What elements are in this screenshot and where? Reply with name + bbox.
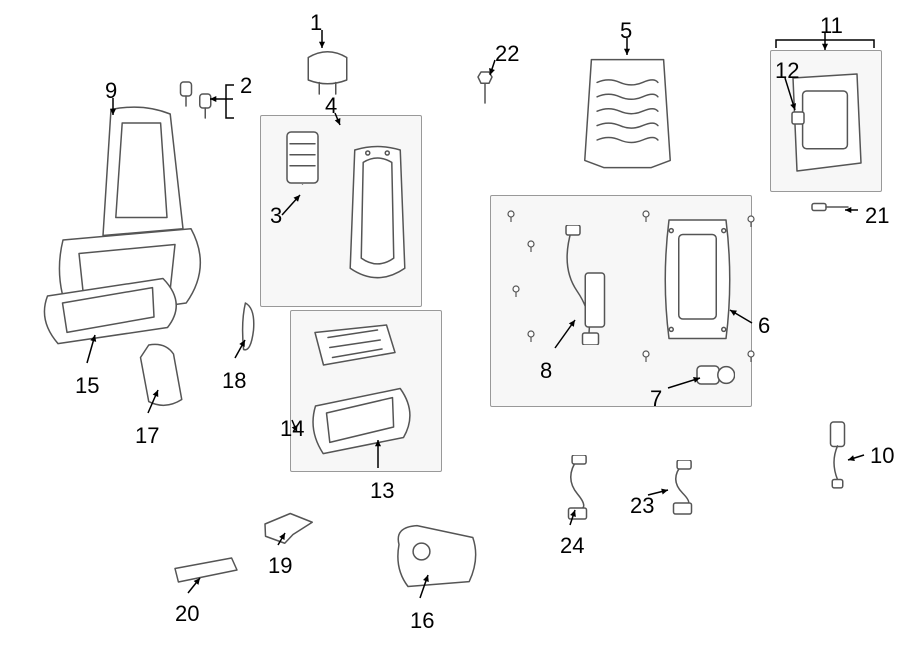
part-seat-back-frame [580,50,675,170]
part-wire-harness-a [660,460,705,515]
screw-icon [510,285,522,297]
callout-label-22: 22 [495,43,519,65]
callout-label-24: 24 [560,535,584,557]
parts-diagram: 1 2 3 4 5 6 7 8 9 10 11 12 13 14 15 16 1… [0,0,900,661]
part-seat-belt-buckle [820,420,855,490]
callout-label-3: 3 [270,205,282,227]
part-seat-back-heater [285,130,320,185]
part-armrest-latch [790,110,806,126]
callout-label-15: 15 [75,375,99,397]
part-seat-cushion [40,275,190,345]
part-front-cover [260,510,315,545]
screw-icon [525,330,537,342]
callout-label-5: 5 [620,20,632,42]
part-lumbar-cable [555,225,610,345]
part-seat-cushion-cover [310,385,420,455]
part-recline-cover [240,300,258,355]
part-seat-cushion-heater [310,320,400,370]
callout-label-2: 2 [240,75,252,97]
part-seat-back-panel [660,215,735,345]
callout-label-20: 20 [175,603,199,625]
part-wire-harness-b [555,455,600,520]
part-lumbar-motor [695,360,735,390]
part-inner-cover [135,340,190,410]
callout-label-19: 19 [268,555,292,577]
callout-label-4: 4 [325,95,337,117]
callout-label-12: 12 [775,60,799,82]
callout-label-1: 1 [310,12,322,34]
callout-label-11: 11 [820,15,843,37]
part-seat-back-cover [345,145,410,290]
callout-label-9: 9 [105,80,117,102]
callout-label-21: 21 [865,205,889,227]
screw-icon [745,215,757,227]
screw-icon [525,240,537,252]
callout-label-13: 13 [370,480,394,502]
callout-label-6: 6 [758,315,770,337]
callout-label-18: 18 [222,370,246,392]
screw-icon [640,350,652,362]
part-bolt [475,70,495,105]
callout-label-14: 14 [280,418,304,440]
part-outer-cover [390,520,480,590]
screw-icon [640,210,652,222]
callout-label-16: 16 [410,610,434,632]
callout-bracket [772,36,878,50]
part-armrest-bolt [810,200,850,214]
part-rear-cover [170,555,240,585]
callout-label-10: 10 [870,445,894,467]
screw-icon [745,350,757,362]
callout-label-7: 7 [650,388,662,410]
screw-icon [505,210,517,222]
callout-label-17: 17 [135,425,159,447]
callout-label-8: 8 [540,360,552,382]
callout-label-23: 23 [630,495,654,517]
part-headrest [300,45,355,95]
